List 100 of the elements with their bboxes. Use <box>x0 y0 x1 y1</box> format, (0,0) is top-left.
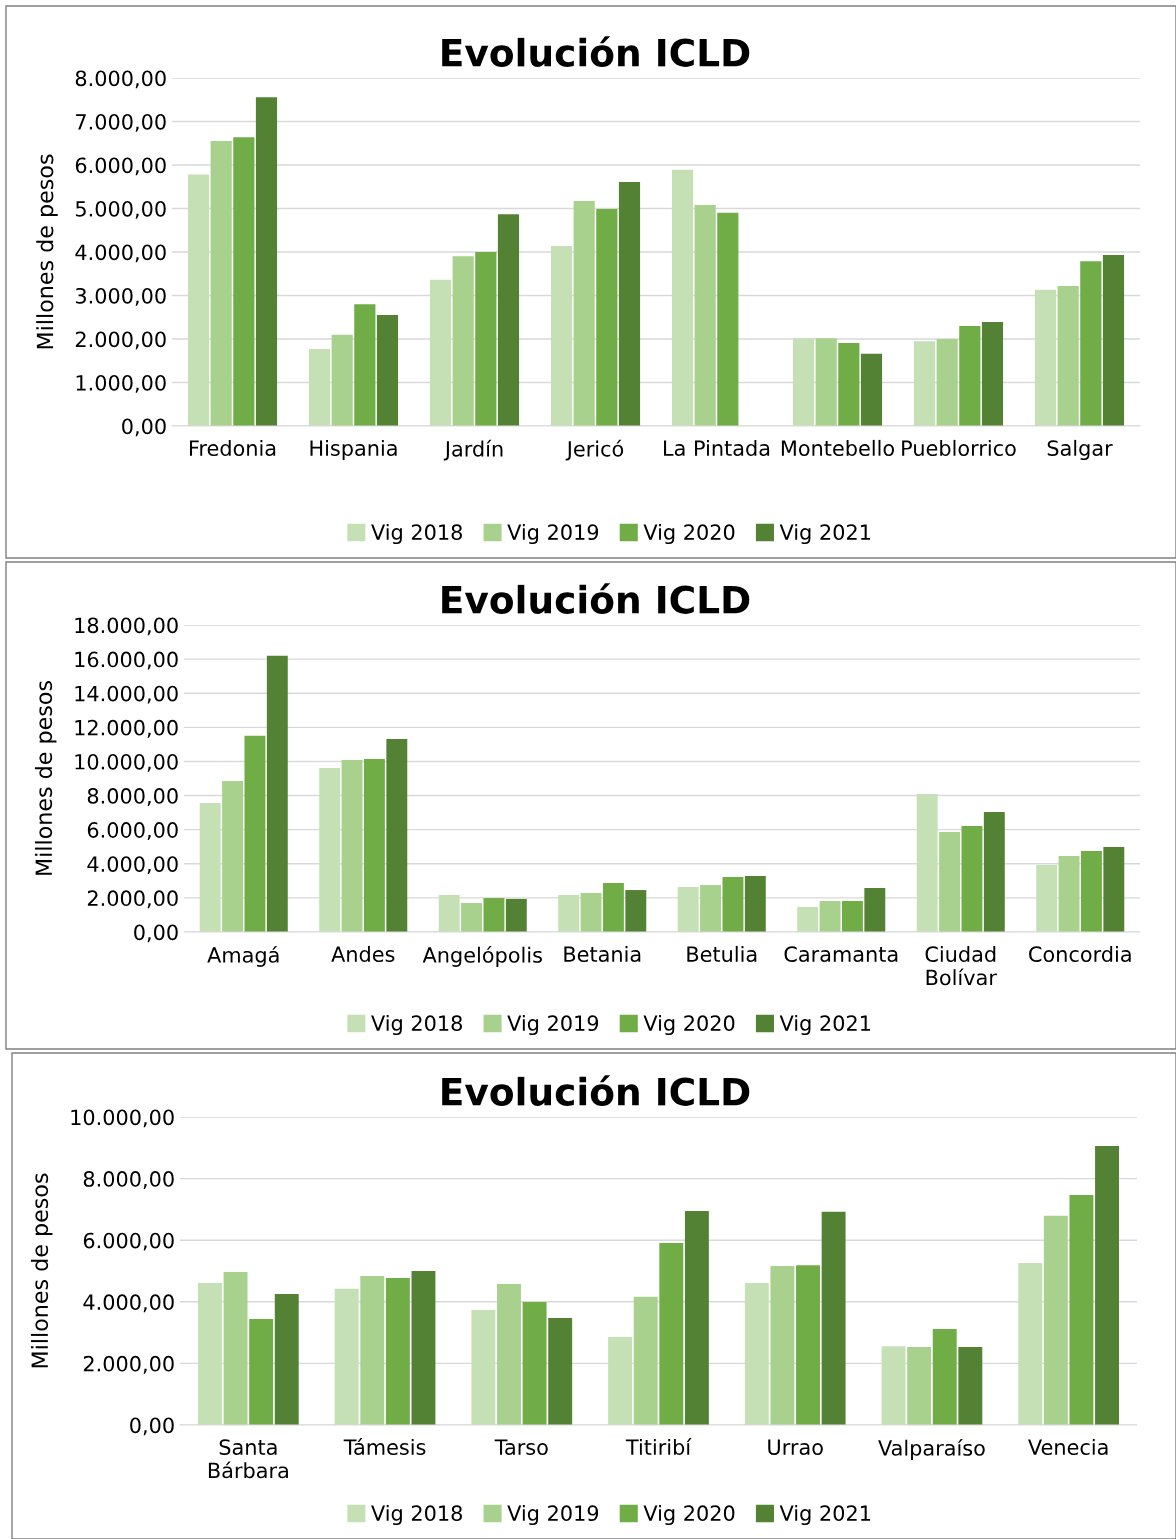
x-tick-label: Betania <box>564 945 641 963</box>
x-tick-label: Hispania <box>310 439 397 461</box>
y-tick-label: 1.000,00 <box>76 374 166 393</box>
bar <box>913 341 936 426</box>
y-axis-title: Millones de pesos <box>30 1173 53 1368</box>
bar <box>385 1278 410 1425</box>
chart-title: Evolución ICLD <box>442 583 750 614</box>
bar <box>1018 1262 1043 1425</box>
bar <box>360 1275 385 1425</box>
bar <box>1103 846 1125 932</box>
y-tick-label: 8.000,00 <box>83 1171 174 1189</box>
bar <box>939 831 961 932</box>
bar <box>308 349 331 426</box>
x-tick-label: Caramanta <box>784 946 898 963</box>
bar <box>438 894 460 932</box>
bar <box>770 1266 795 1425</box>
bar <box>881 1346 906 1425</box>
bar <box>1058 855 1080 932</box>
bar <box>684 1210 709 1425</box>
y-tick-label: 6.000,00 <box>83 1232 174 1251</box>
x-tick-label: Fredonia <box>189 439 276 457</box>
bar <box>354 304 376 426</box>
bar <box>483 898 505 932</box>
bar <box>722 876 744 932</box>
bar <box>334 1288 359 1425</box>
bar <box>907 1347 932 1425</box>
bar <box>815 338 837 426</box>
bar <box>266 655 288 932</box>
y-tick-label: 0,00 <box>134 924 178 943</box>
y-tick-label: 2.000,00 <box>75 331 166 350</box>
bar <box>475 252 497 426</box>
y-tick-label: 5.000,00 <box>75 200 166 219</box>
bar <box>429 279 452 426</box>
bar <box>618 181 641 426</box>
bar <box>222 780 244 932</box>
legend-label: Vig 2019 <box>507 523 599 545</box>
x-tick-label: Santa Bárbara <box>208 1439 288 1479</box>
y-tick-label: 2.000,00 <box>87 890 178 909</box>
bar <box>1034 289 1057 426</box>
y-tick-label: 18.000,00 <box>75 617 178 636</box>
x-tick-label: La Pintada <box>664 439 770 457</box>
bar <box>1036 864 1058 932</box>
bar <box>659 1242 684 1425</box>
legend-label: Vig 2018 <box>371 1014 462 1036</box>
y-tick-label: 6.000,00 <box>87 822 178 840</box>
y-tick-label: 3.000,00 <box>75 287 166 306</box>
bar <box>932 1328 957 1425</box>
y-tick-label: 4.000,00 <box>83 1294 174 1313</box>
bar <box>223 1271 248 1425</box>
x-tick-label: Venecia <box>1028 1438 1108 1456</box>
bar <box>1080 850 1102 932</box>
bar <box>602 883 624 932</box>
x-tick-label: Montebello <box>781 439 894 457</box>
x-tick-label: Tarso <box>494 1439 548 1456</box>
bar <box>363 758 385 932</box>
y-tick-label: 6.000,00 <box>75 157 166 176</box>
legend-label: Vig 2021 <box>779 523 871 545</box>
bar <box>983 811 1005 932</box>
x-tick-label: Valparaíso <box>878 1438 985 1460</box>
bar <box>633 1296 658 1425</box>
bar <box>461 903 483 932</box>
x-tick-label: Jericó <box>565 439 624 461</box>
legend-label: Vig 2019 <box>507 1014 599 1036</box>
bar <box>580 892 602 932</box>
legend-label: Vig 2021 <box>779 1504 871 1526</box>
x-tick-label: Amagá <box>207 945 279 967</box>
bar <box>319 767 341 932</box>
legend-label: Vig 2019 <box>507 1504 599 1526</box>
y-tick-label: 16.000,00 <box>75 651 178 670</box>
bar <box>411 1271 436 1425</box>
x-tick-label: Angelópolis <box>422 945 542 967</box>
chart-title: Evolución ICLD <box>442 36 750 67</box>
bar <box>796 1265 820 1425</box>
y-tick-label: 14.000,00 <box>75 685 178 704</box>
bar <box>625 890 647 932</box>
bar <box>744 1283 769 1425</box>
bar <box>1102 255 1125 426</box>
y-tick-label: 2.000,00 <box>83 1355 174 1374</box>
bar <box>249 1319 274 1425</box>
bar <box>1080 261 1102 426</box>
y-tick-label: 12.000,00 <box>75 719 178 738</box>
bar <box>608 1336 633 1425</box>
y-tick-label: 8.000,00 <box>87 788 178 806</box>
bar <box>958 1347 983 1425</box>
legend-label: Vig 2018 <box>371 523 462 545</box>
bar <box>744 876 766 932</box>
bar <box>497 214 520 426</box>
bar <box>717 212 739 426</box>
bar <box>199 802 221 932</box>
bar <box>341 759 363 932</box>
bar <box>694 205 716 426</box>
bar <box>255 97 278 426</box>
y-axis-title: Millones de pesos <box>36 154 58 349</box>
x-tick-label: Támesis <box>343 1438 426 1456</box>
x-tick-label: Titiribí <box>625 1438 692 1456</box>
legend-label: Vig 2021 <box>779 1014 871 1036</box>
x-tick-label: Pueblorrico <box>902 439 1016 457</box>
bar <box>981 322 1004 426</box>
bar <box>550 245 573 426</box>
x-tick-label: Andes <box>331 945 395 963</box>
